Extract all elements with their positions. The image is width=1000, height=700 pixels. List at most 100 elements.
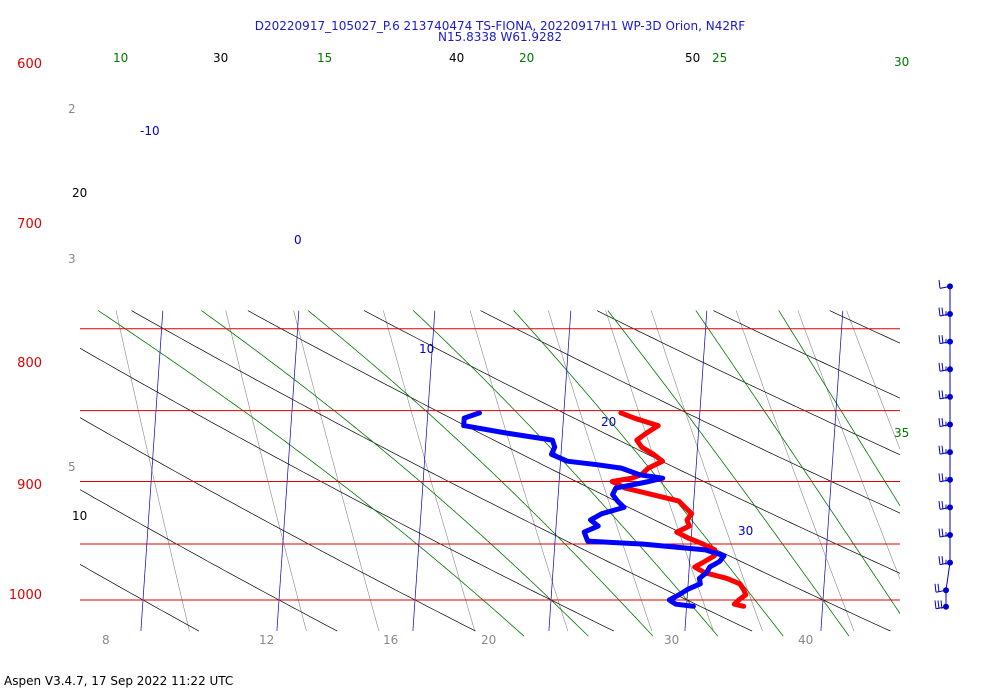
dry-adiabat xyxy=(80,417,476,632)
isotherm xyxy=(820,310,844,631)
mixing-ratio-line xyxy=(225,310,307,632)
moist-adiabat-label: 35 xyxy=(894,426,909,440)
mixing-ratio-line xyxy=(605,310,714,632)
wind-barb-staff xyxy=(935,606,947,610)
axis-labels: 600 700 800 900 1000 -10 0 10 20 30 30 40 50 20 10 10 15… xyxy=(9,51,909,647)
dry-adiabat-label: 40 xyxy=(449,51,464,65)
wind-barb-flag xyxy=(941,473,944,482)
title-line-2: N15.8338 W61.9282 xyxy=(438,30,562,44)
mixing-ratio-lines xyxy=(115,310,900,632)
wind-barb-staff xyxy=(939,313,951,317)
moist-adiabat xyxy=(607,310,850,637)
moist-adiabat-label: 30 xyxy=(894,55,909,69)
wind-barb-staff xyxy=(939,396,951,400)
wind-barb-staff xyxy=(939,479,951,483)
dry-adiabat xyxy=(713,310,900,399)
isotherm-label: 10 xyxy=(419,342,434,356)
wind-barb-staff xyxy=(939,562,951,566)
moist-adiabat-label: 10 xyxy=(113,51,128,65)
mixing-ratio-line xyxy=(797,310,900,580)
wind-profile xyxy=(934,279,953,610)
isotherm xyxy=(140,310,164,631)
mixing-ratio-line xyxy=(735,310,855,632)
wind-barb-flag xyxy=(938,500,941,510)
mixing-ratio-line xyxy=(547,310,653,632)
mixing-ratio-line xyxy=(469,310,569,632)
isotherm-label: -10 xyxy=(140,124,160,138)
wind-barb-staff xyxy=(939,506,951,510)
mixing-ratio-label: 12 xyxy=(259,633,274,647)
mixing-ratio-label: 8 xyxy=(102,633,110,647)
wind-barb-flag xyxy=(938,445,941,455)
wind-barb-flag xyxy=(934,600,937,609)
mixing-ratio-label: 3 xyxy=(68,252,76,266)
dry-adiabat-label: 10 xyxy=(72,509,87,523)
wind-barb-staff xyxy=(939,451,951,455)
wind-barb-flag xyxy=(938,279,941,289)
pressure-tick-label: 600 xyxy=(17,57,42,72)
isotherm-label: 0 xyxy=(294,233,302,247)
dry-adiabat-label: 50 xyxy=(685,51,700,65)
isotherm-label: 30 xyxy=(738,524,753,538)
wind-barb-flag xyxy=(938,473,941,482)
wind-barb-flag xyxy=(940,600,943,609)
wind-barb-flag xyxy=(941,528,944,538)
pressure-tick-label: 900 xyxy=(17,478,42,493)
moist-adiabat-label: 15 xyxy=(317,51,332,65)
mixing-ratio-label: 2 xyxy=(68,102,76,116)
wind-barb-flag xyxy=(941,390,944,399)
isotherm xyxy=(957,311,979,631)
pressure-tick-label: 800 xyxy=(17,356,42,371)
wind-barb-flag xyxy=(941,335,944,344)
isobars xyxy=(80,328,900,601)
dewpoint-trace xyxy=(461,410,727,609)
mixing-ratio-label: 40 xyxy=(798,633,813,647)
chart-title: D20220917_105027_P.6 213740474 TS-FIONA,… xyxy=(0,20,1000,44)
wind-barb-flag xyxy=(941,418,944,427)
mixing-ratio-label: 20 xyxy=(481,633,496,647)
dry-adiabat-label: 30 xyxy=(213,51,228,65)
wind-barb-flag xyxy=(941,556,944,565)
dry-adiabat xyxy=(131,310,753,632)
mixing-ratio-line xyxy=(650,310,763,632)
wind-barb-staff xyxy=(935,589,947,593)
wind-barb-staff xyxy=(939,423,951,427)
wind-barb-flag xyxy=(938,307,941,317)
wind-barb-flag xyxy=(938,335,941,344)
mixing-ratio-line xyxy=(115,310,190,632)
dry-adiabat xyxy=(80,489,338,632)
mixing-ratio-label: 5 xyxy=(68,460,76,474)
wind-barb-flag xyxy=(941,445,944,455)
software-footer: Aspen V3.4.7, 17 Sep 2022 11:22 UTC xyxy=(4,674,234,688)
wind-barb-flag xyxy=(941,362,944,372)
wind-barb-flag xyxy=(938,362,941,372)
mixing-ratio-line xyxy=(846,310,900,451)
wind-barb-flag xyxy=(941,307,944,317)
dry-adiabat xyxy=(596,310,900,456)
moist-adiabat xyxy=(307,310,654,637)
moist-adiabat-label: 20 xyxy=(519,51,534,65)
wind-barb-flag xyxy=(938,528,941,538)
dry-adiabat xyxy=(946,311,1000,631)
moist-adiabat xyxy=(413,310,718,637)
dry-adiabat xyxy=(80,347,614,632)
wind-barb-flag xyxy=(937,583,940,593)
wind-barb-flag xyxy=(934,583,937,593)
moist-adiabat xyxy=(778,310,900,507)
wind-barb-flag xyxy=(941,500,944,510)
mixing-ratio-label: 30 xyxy=(664,633,679,647)
isotherm xyxy=(276,310,300,631)
dry-adiabat xyxy=(364,310,900,574)
mixing-ratio-label: 16 xyxy=(383,633,398,647)
wind-barb-flag xyxy=(938,390,941,399)
sounding-traces xyxy=(461,410,749,609)
moist-adiabat xyxy=(695,310,900,615)
wind-barb-flag xyxy=(938,556,941,565)
wind-barb-staff xyxy=(939,285,951,289)
mixing-ratio-line xyxy=(293,310,380,632)
isotherm xyxy=(684,310,708,631)
dry-adiabat xyxy=(829,310,900,344)
moist-adiabat xyxy=(201,310,589,637)
wind-barb-staff xyxy=(939,368,951,372)
